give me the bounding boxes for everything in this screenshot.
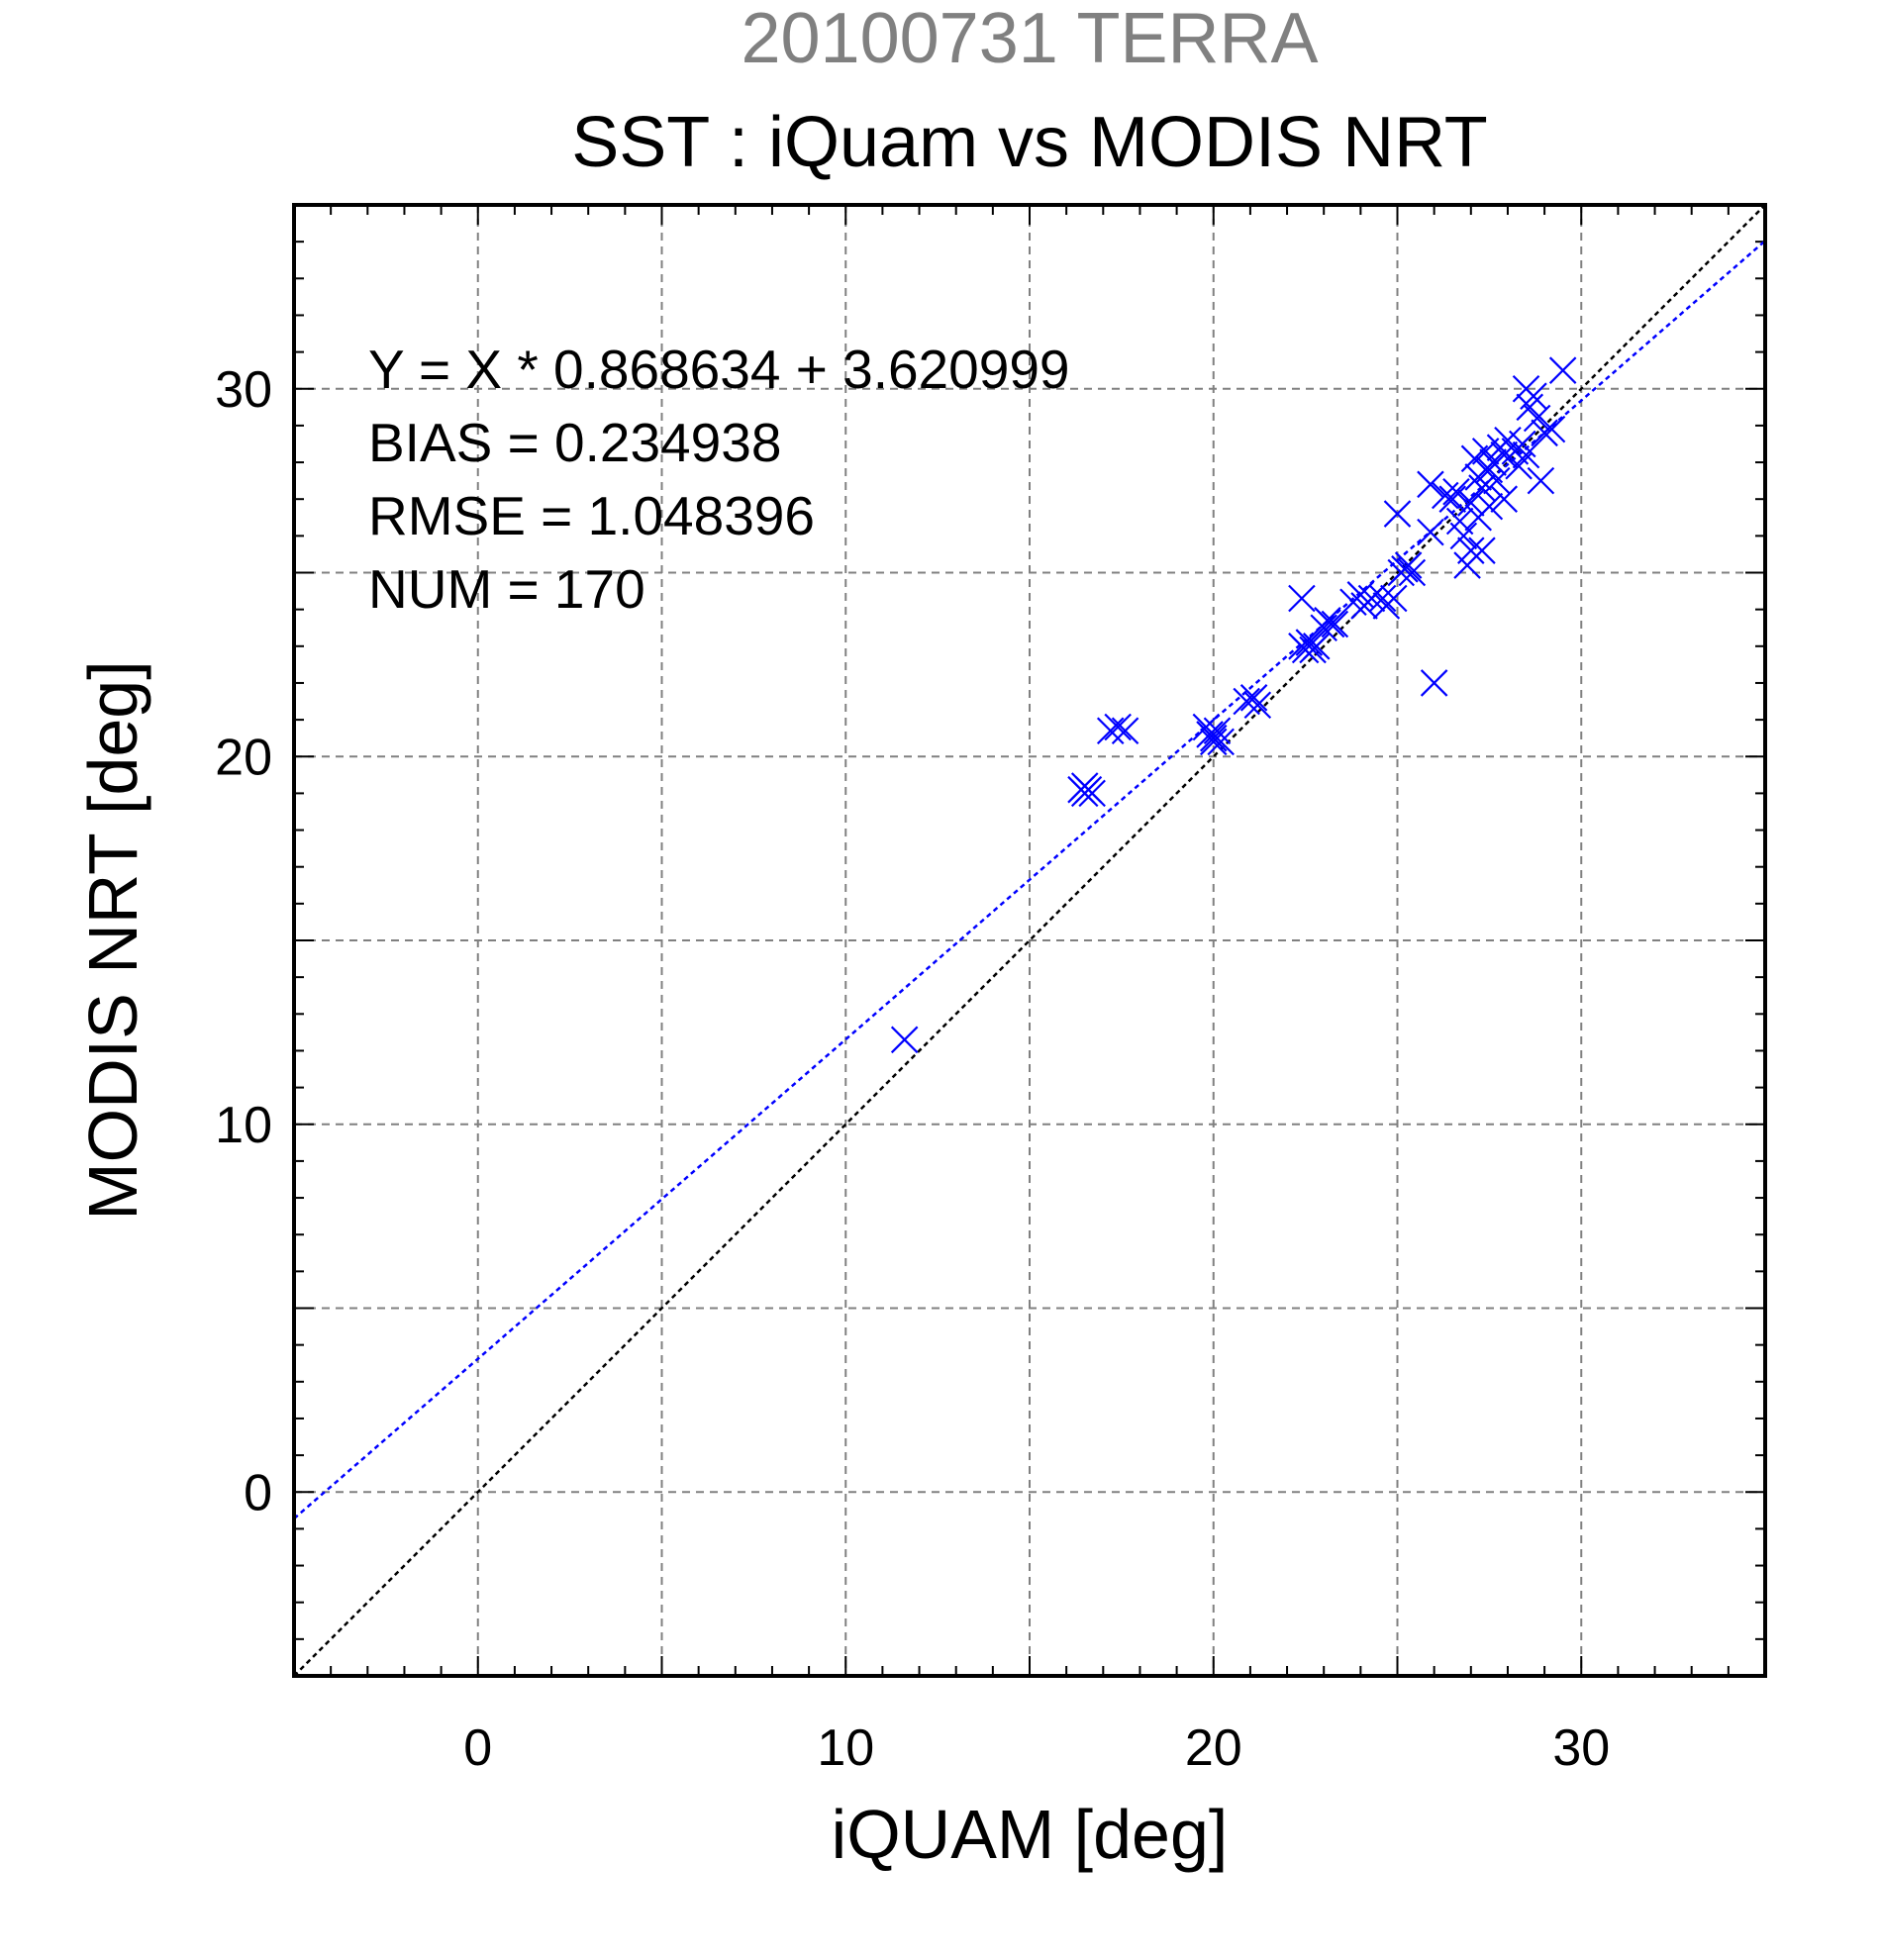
data-point: [1317, 610, 1345, 638]
regression-fit-line: [294, 240, 1765, 1520]
data-point: [1203, 717, 1232, 745]
data-point: [1527, 466, 1555, 495]
data-point: [1449, 522, 1478, 550]
data-point: [1380, 584, 1408, 613]
data-point: [1199, 724, 1228, 752]
data-point: [1207, 728, 1235, 756]
y-tick-label: 10: [215, 1097, 272, 1154]
data-point: [1302, 633, 1331, 660]
data-point: [1438, 485, 1466, 513]
data-point: [1420, 669, 1448, 697]
data-point: [1483, 466, 1511, 495]
data-point: [1457, 537, 1485, 564]
data-point: [1531, 419, 1558, 447]
data-point: [1288, 584, 1316, 613]
tick-labels: 0 10 20 30 0 10 20 30: [215, 361, 1610, 1777]
data-points: [890, 356, 1577, 1054]
data-point: [1523, 404, 1551, 433]
stat-line: NUM = 170: [368, 558, 645, 620]
data-point: [1468, 474, 1496, 502]
x-tick-label: 20: [1185, 1719, 1242, 1777]
data-point: [1417, 470, 1444, 499]
x-tick-label: 30: [1552, 1719, 1610, 1777]
data-point: [1104, 713, 1132, 741]
data-point: [1321, 610, 1349, 638]
data-point: [1199, 728, 1228, 756]
stat-line: Y = X * 0.868634 + 3.620999: [368, 339, 1070, 400]
y-axis-label: MODIS NRT [deg]: [74, 660, 151, 1220]
x-tick-label: 10: [817, 1719, 874, 1777]
data-point: [1457, 489, 1485, 517]
data-point: [1520, 382, 1547, 410]
data-point: [890, 1026, 919, 1054]
data-point: [1078, 779, 1106, 808]
data-point: [1111, 717, 1139, 745]
regression-stats: Y = X * 0.868634 + 3.620999 BIAS = 0.2349…: [368, 339, 1070, 620]
data-point: [1442, 477, 1470, 506]
x-axis-label: iQUAM [deg]: [832, 1796, 1229, 1873]
data-point: [1310, 614, 1337, 642]
data-point: [1096, 717, 1125, 745]
data-point: [1357, 584, 1386, 613]
data-point: [1239, 684, 1268, 712]
data-point: [1468, 537, 1496, 564]
data-point: [1383, 500, 1412, 528]
data-point: [1509, 430, 1536, 458]
data-point: [1368, 584, 1397, 613]
data-point: [1490, 485, 1519, 513]
gridlines: [294, 205, 1765, 1676]
chart-supertitle: 20100731 TERRA: [741, 0, 1318, 78]
data-point: [1432, 481, 1459, 510]
reference-lines: [294, 205, 1765, 1676]
data-point: [1548, 356, 1577, 384]
stat-line: BIAS = 0.234938: [368, 412, 781, 473]
x-tick-label: 0: [463, 1719, 492, 1777]
chart-title: SST : iQuam vs MODIS NRT: [571, 103, 1488, 182]
stat-line: RMSE = 1.048396: [368, 485, 815, 546]
data-point: [1394, 551, 1423, 579]
data-point: [1346, 581, 1375, 609]
data-point: [1291, 636, 1320, 664]
data-point: [1512, 441, 1540, 469]
data-point: [1417, 518, 1444, 546]
plot-frame: [292, 203, 1767, 1678]
y-tick-label: 30: [215, 361, 272, 419]
data-point: [1398, 558, 1427, 587]
y-tick-label: 0: [244, 1464, 272, 1521]
data-point: [1475, 492, 1504, 521]
data-point: [1243, 691, 1272, 720]
data-point: [1537, 415, 1566, 443]
y-tick-label: 20: [215, 729, 272, 786]
data-point: [1233, 687, 1260, 716]
